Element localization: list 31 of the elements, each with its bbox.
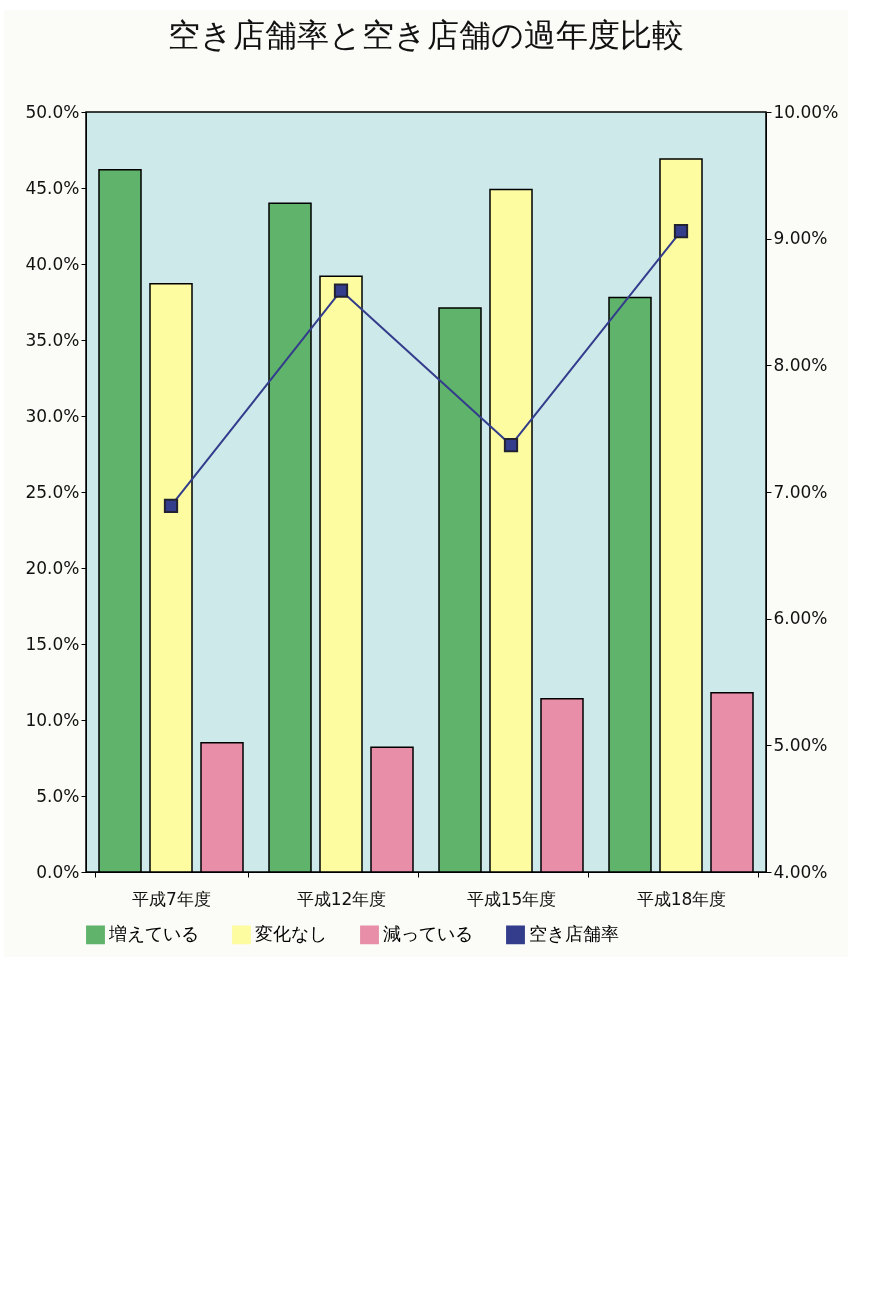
- y-tick-label: 15.0%: [25, 633, 80, 654]
- point: [333, 283, 349, 298]
- y-tick-label: 5.0%: [36, 785, 80, 806]
- legend-label: 減っている: [383, 922, 473, 944]
- legend-label: 変化なし: [255, 922, 327, 944]
- point: [163, 498, 179, 514]
- y-tick-label: 0.0%: [36, 861, 80, 882]
- y-tick-label: 50.0%: [25, 101, 80, 122]
- y2-tick-label: 7.00%: [773, 481, 828, 502]
- y-tick-label: 25.0%: [25, 481, 80, 502]
- y-tick-label: 35.0%: [25, 329, 80, 350]
- y-tick-label: 20.0%: [25, 557, 80, 578]
- y2-tick-label: 4.00%: [773, 861, 828, 882]
- x-tick-label: 平成12年度: [296, 888, 387, 909]
- y-tick-label: 40.0%: [25, 253, 80, 274]
- y-tick-label: 30.0%: [25, 405, 80, 426]
- y2-tick-label: 9.00%: [773, 228, 828, 249]
- y2-tick-label: 6.00%: [773, 608, 828, 629]
- point: [503, 438, 519, 453]
- legend-label: 増えている: [108, 922, 199, 944]
- point: [673, 223, 689, 239]
- y2-tick-label: 8.00%: [773, 354, 828, 375]
- x-tick-label: 平成7年度: [132, 888, 211, 909]
- y-tick-label: 45.0%: [25, 177, 80, 198]
- x-tick-label: 平成18年度: [636, 888, 727, 909]
- x-tick-label: 平成15年度: [466, 888, 557, 909]
- legend-label: 空き店舗率: [529, 922, 619, 944]
- y-tick-label: 10.0%: [25, 709, 80, 730]
- y2-tick-label: 10.00%: [773, 101, 839, 122]
- y2-tick-label: 5.00%: [773, 734, 828, 755]
- chart-title: 空き店舗率と空き店舗の過年度比較: [168, 16, 684, 54]
